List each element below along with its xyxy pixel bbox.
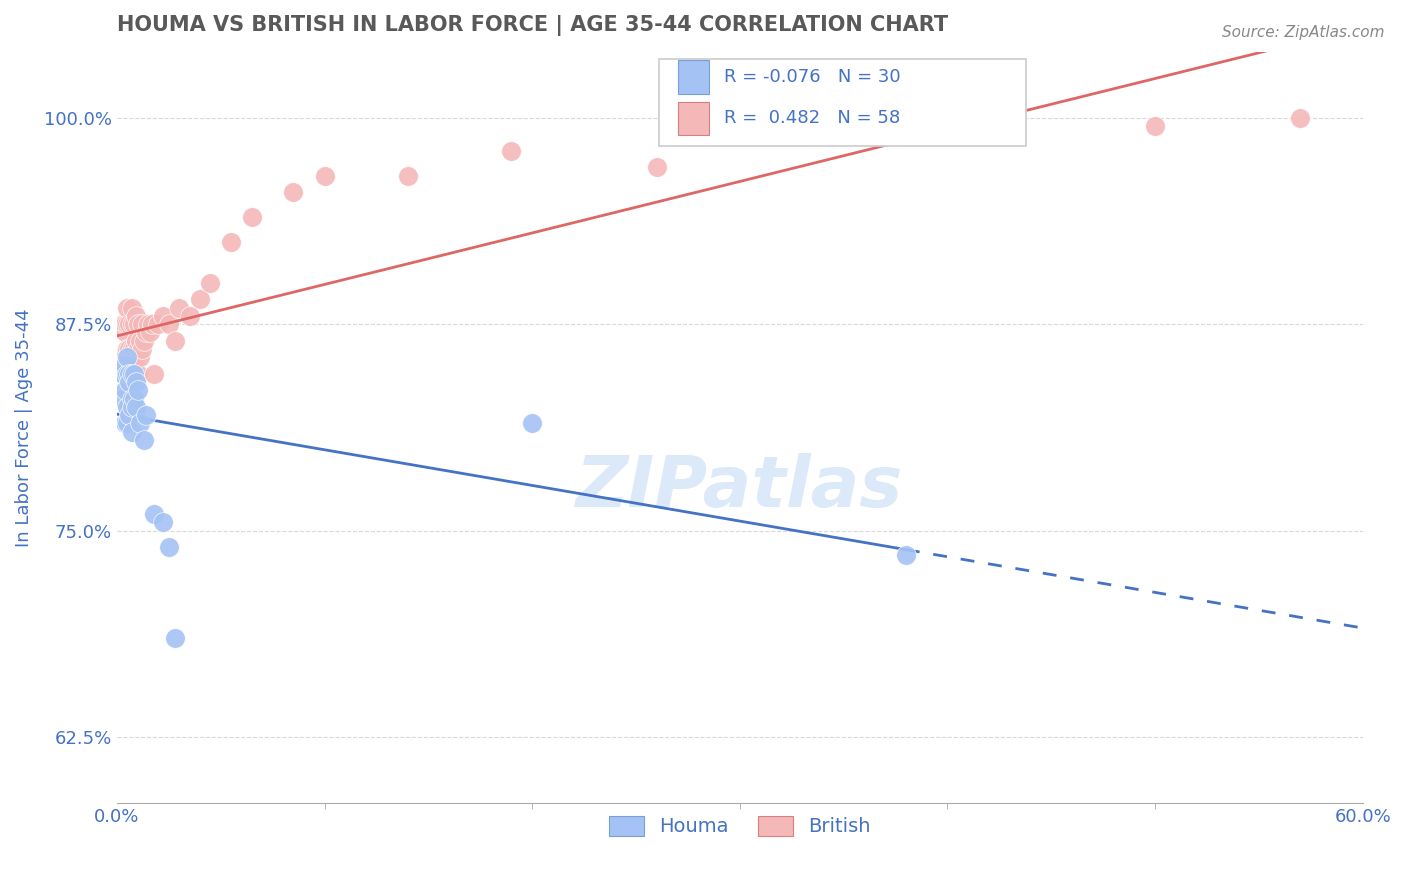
Point	[165, 334, 187, 348]
Point	[179, 309, 201, 323]
Point	[157, 317, 180, 331]
Point	[167, 301, 190, 315]
Point	[114, 384, 136, 398]
Text: Source: ZipAtlas.com: Source: ZipAtlas.com	[1222, 25, 1385, 40]
Point	[501, 144, 523, 158]
Point	[136, 317, 159, 331]
Point	[1289, 111, 1312, 125]
Point	[314, 169, 336, 183]
Point	[112, 392, 135, 406]
Point	[143, 367, 166, 381]
Point	[124, 334, 146, 348]
Point	[121, 301, 143, 315]
Point	[522, 417, 544, 431]
Point	[121, 350, 143, 364]
Text: HOUMA VS BRITISH IN LABOR FORCE | AGE 35-44 CORRELATION CHART: HOUMA VS BRITISH IN LABOR FORCE | AGE 35…	[117, 15, 948, 36]
Bar	[678, 102, 709, 136]
Point	[122, 342, 145, 356]
Point	[132, 433, 155, 447]
Point	[200, 276, 222, 290]
Point	[112, 317, 135, 331]
Point	[117, 400, 139, 414]
Point	[121, 425, 143, 439]
Text: ZIPatlas: ZIPatlas	[576, 453, 904, 522]
Point	[127, 384, 149, 398]
Point	[128, 350, 150, 364]
Point	[117, 417, 139, 431]
Point	[117, 367, 139, 381]
Point	[127, 342, 149, 356]
Point	[124, 350, 146, 364]
Point	[132, 334, 155, 348]
Point	[114, 417, 136, 431]
Point	[114, 326, 136, 340]
Point	[143, 507, 166, 521]
Point	[128, 417, 150, 431]
Point	[131, 317, 153, 331]
Point	[117, 317, 139, 331]
Point	[139, 326, 162, 340]
Point	[894, 128, 917, 142]
Point	[121, 392, 143, 406]
Point	[114, 350, 136, 364]
Point	[283, 185, 305, 199]
Point	[240, 210, 263, 224]
Point	[135, 408, 157, 422]
Point	[124, 375, 146, 389]
Point	[122, 317, 145, 331]
Point	[118, 342, 141, 356]
Point	[135, 326, 157, 340]
Point	[121, 400, 143, 414]
Y-axis label: In Labor Force | Age 35-44: In Labor Force | Age 35-44	[15, 308, 32, 547]
Point	[124, 400, 146, 414]
Point	[117, 342, 139, 356]
Point	[118, 317, 141, 331]
Point	[188, 293, 211, 307]
Legend: Houma, British: Houma, British	[599, 805, 880, 846]
Point	[127, 317, 149, 331]
Point	[894, 549, 917, 563]
Text: R =  0.482   N = 58: R = 0.482 N = 58	[724, 110, 900, 128]
Point	[121, 367, 143, 381]
Bar	[678, 60, 709, 94]
Point	[219, 235, 242, 249]
Point	[114, 367, 136, 381]
Point	[122, 392, 145, 406]
Point	[118, 367, 141, 381]
Point	[117, 367, 139, 381]
Bar	[659, 60, 1026, 145]
Point	[157, 540, 180, 554]
Point	[122, 359, 145, 373]
Point	[152, 516, 174, 530]
Point	[1143, 119, 1166, 133]
Point	[117, 301, 139, 315]
Point	[118, 408, 141, 422]
Point	[112, 367, 135, 381]
Point	[121, 342, 143, 356]
Point	[114, 359, 136, 373]
Point	[118, 375, 141, 389]
Point	[396, 169, 419, 183]
Point	[148, 317, 170, 331]
Point	[121, 367, 143, 381]
Point	[114, 317, 136, 331]
Point	[117, 350, 139, 364]
Point	[152, 309, 174, 323]
Point	[165, 631, 187, 645]
Point	[117, 350, 139, 364]
Point	[128, 334, 150, 348]
Point	[645, 161, 668, 175]
Point	[127, 367, 149, 381]
Point	[112, 367, 135, 381]
Point	[121, 317, 143, 331]
Text: R = -0.076   N = 30: R = -0.076 N = 30	[724, 68, 900, 86]
Point	[124, 309, 146, 323]
Point	[112, 350, 135, 364]
Point	[131, 342, 153, 356]
Point	[118, 367, 141, 381]
Point	[141, 317, 163, 331]
Point	[122, 367, 145, 381]
Point	[118, 350, 141, 364]
